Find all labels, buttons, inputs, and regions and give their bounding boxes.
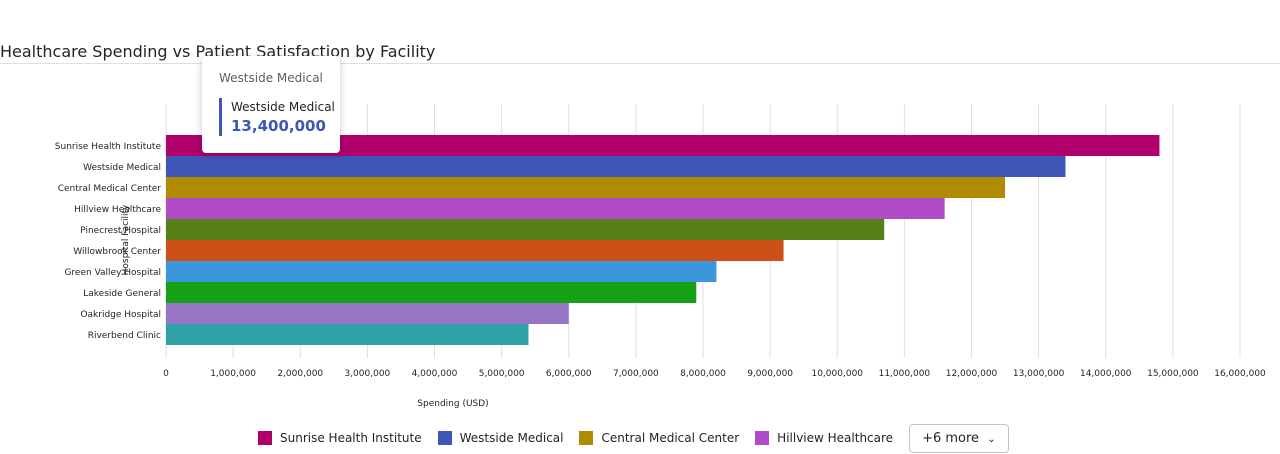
- legend-label: Hillview Healthcare: [777, 431, 894, 445]
- x-tick-label: 1,000,000: [210, 369, 256, 379]
- bar: [166, 303, 569, 324]
- y-category-label: Pinecrest Hospital: [80, 226, 161, 236]
- y-category-label: Lakeside General: [83, 289, 161, 299]
- x-tick-label: 8,000,000: [680, 369, 726, 379]
- legend-label: Westside Medical: [459, 431, 564, 445]
- legend-item-hillview-healthcare[interactable]: Hillview Healthcare: [755, 431, 893, 445]
- x-tick-label: 7,000,000: [613, 369, 659, 379]
- y-category-label: Green Valley Hospital: [64, 268, 161, 278]
- x-tick-label: 9,000,000: [747, 369, 793, 379]
- tooltip-value: 13,400,000: [231, 117, 326, 135]
- y-category-label: Oakridge Hospital: [80, 310, 161, 320]
- bar: [166, 261, 717, 282]
- legend-swatch: [579, 431, 594, 445]
- bar: [166, 177, 1006, 198]
- y-category-label: Central Medical Center: [58, 184, 162, 194]
- x-tick-label: 3,000,000: [344, 369, 390, 379]
- title-divider: [0, 63, 1280, 64]
- legend-swatch: [755, 431, 770, 445]
- y-category-label: Riverbend Clinic: [88, 331, 161, 341]
- x-tick-label: 12,000,000: [946, 369, 998, 379]
- legend-more-button[interactable]: +6 more ⌄: [909, 423, 1009, 453]
- x-tick-label: 0: [163, 369, 169, 379]
- x-tick-label: 6,000,000: [546, 369, 592, 379]
- bar: [166, 219, 885, 240]
- bar: [166, 198, 945, 219]
- x-tick-label: 4,000,000: [412, 369, 458, 379]
- x-tick-label: 11,000,000: [879, 369, 931, 379]
- x-tick-label: 15,000,000: [1147, 369, 1199, 379]
- chevron-down-icon: ⌄: [987, 433, 996, 445]
- y-axis-title: Hospital Facility: [121, 204, 131, 275]
- y-category-label: Hillview Healthcare: [74, 205, 161, 215]
- bar: [166, 156, 1066, 177]
- legend-item-sunrise-health-institute[interactable]: Sunrise Health Institute: [258, 431, 422, 445]
- x-tick-label: 16,000,000: [1214, 369, 1266, 379]
- legend-item-westside-medical[interactable]: Westside Medical: [437, 431, 564, 445]
- legend: Sunrise Health Institute Westside Medica…: [258, 422, 1009, 454]
- legend-more-label: +6 more: [922, 430, 980, 446]
- x-tick-label: 13,000,000: [1013, 369, 1065, 379]
- bar: [166, 282, 697, 303]
- tooltip: Westside Medical Westside Medical 13,400…: [202, 56, 340, 153]
- tooltip-color-bar: [219, 98, 222, 136]
- legend-item-central-medical-center[interactable]: Central Medical Center: [579, 431, 739, 445]
- x-tick-label: 10,000,000: [811, 369, 863, 379]
- legend-swatch: [437, 431, 452, 445]
- legend-label: Central Medical Center: [601, 431, 740, 445]
- y-category-label: Willowbrook Center: [73, 247, 161, 257]
- legend-swatch: [258, 431, 272, 445]
- y-category-label: Sunrise Health Institute: [55, 142, 162, 152]
- legend-label: Sunrise Health Institute: [280, 431, 422, 445]
- x-tick-label: 14,000,000: [1080, 369, 1132, 379]
- y-category-label: Westside Medical: [83, 163, 161, 173]
- x-axis-title: Spending (USD): [417, 399, 488, 409]
- x-tick-label: 2,000,000: [277, 369, 323, 379]
- x-tick-label: 5,000,000: [479, 369, 525, 379]
- bar: [166, 240, 784, 261]
- tooltip-series-name: Westside Medical: [231, 100, 335, 114]
- bar: [166, 324, 529, 345]
- bar: [166, 135, 1160, 156]
- tooltip-header: Westside Medical: [219, 71, 323, 85]
